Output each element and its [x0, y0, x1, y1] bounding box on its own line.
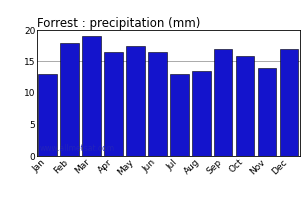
Bar — [126, 46, 145, 156]
Bar — [258, 68, 276, 156]
Bar — [192, 71, 211, 156]
Bar — [148, 52, 167, 156]
Bar — [236, 56, 254, 156]
Bar — [82, 36, 101, 156]
Bar — [170, 74, 188, 156]
Bar — [104, 52, 123, 156]
Bar — [214, 49, 233, 156]
Bar — [60, 43, 79, 156]
Text: www.allmetsat.com: www.allmetsat.com — [39, 144, 114, 153]
Text: Forrest : precipitation (mm): Forrest : precipitation (mm) — [37, 17, 200, 30]
Bar — [280, 49, 298, 156]
Bar — [38, 74, 57, 156]
